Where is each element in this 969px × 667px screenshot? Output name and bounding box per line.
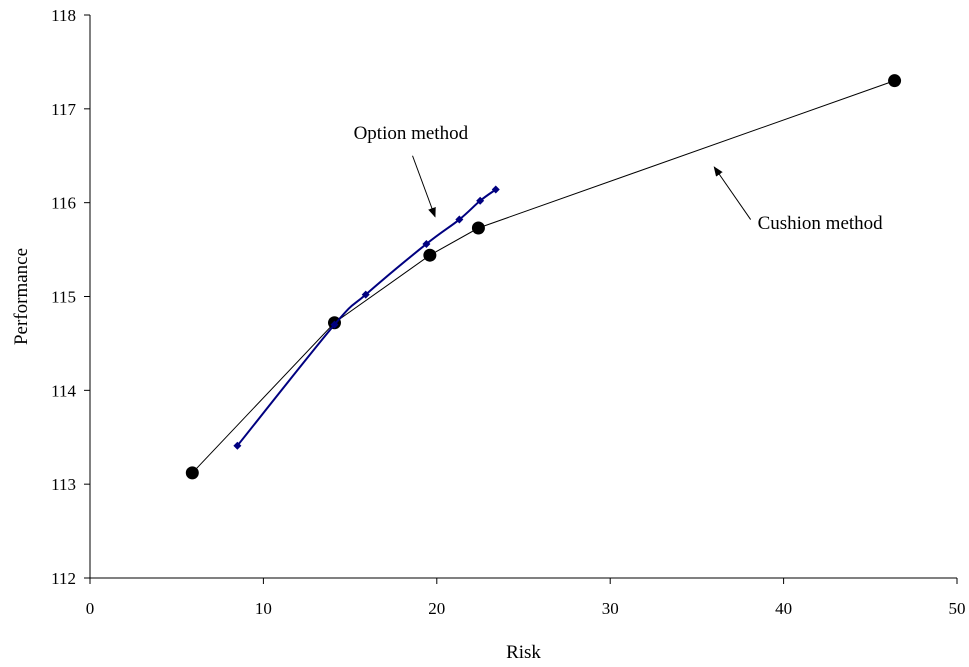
annotation-arrow xyxy=(412,155,436,218)
annotation-label: Cushion method xyxy=(758,213,884,234)
x-tick-label: 30 xyxy=(602,599,619,618)
y-tick-label: 112 xyxy=(51,569,76,588)
option-data-point xyxy=(330,320,339,329)
y-axis-title: Performance xyxy=(11,248,32,345)
y-tick-label: 118 xyxy=(51,6,76,25)
option-data-point xyxy=(455,215,464,224)
option-data-point xyxy=(476,196,485,205)
option-series-line xyxy=(236,188,497,447)
option-data-point xyxy=(422,239,431,248)
cushion-data-point xyxy=(471,221,485,235)
y-tick-label: 117 xyxy=(51,100,76,119)
y-tick-label: 114 xyxy=(51,381,76,400)
cushion-data-point xyxy=(423,248,437,262)
annotation-label: Option method xyxy=(354,123,469,144)
option-data-point xyxy=(233,441,242,450)
cushion-data-point xyxy=(185,466,199,480)
y-tick-label: 116 xyxy=(51,194,76,213)
x-tick-label: 20 xyxy=(428,599,445,618)
x-tick-label: 10 xyxy=(255,599,272,618)
y-tick-label: 115 xyxy=(51,288,76,307)
annotation-arrow xyxy=(713,166,752,220)
x-tick-label: 0 xyxy=(86,599,95,618)
cushion-data-point xyxy=(888,74,902,88)
option-data-point xyxy=(491,185,500,194)
option-data-point xyxy=(361,290,370,299)
y-tick-label: 113 xyxy=(51,475,76,494)
cushion-series-line xyxy=(191,80,895,474)
x-tick-label: 50 xyxy=(949,599,966,618)
x-axis-title: Risk xyxy=(506,642,541,662)
x-tick-label: 40 xyxy=(775,599,792,618)
